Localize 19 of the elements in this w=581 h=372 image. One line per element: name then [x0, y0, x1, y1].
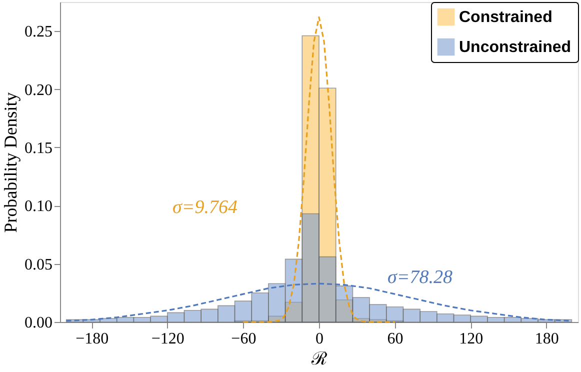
y-tick-label: 0.00 — [24, 314, 52, 332]
legend-label: Constrained — [459, 9, 552, 26]
y-tick-label: 0.10 — [24, 198, 52, 216]
legend-label: Unconstrained — [459, 39, 572, 56]
x-axis-title: ℛ — [310, 348, 328, 368]
x-tick-label: −180 — [76, 330, 109, 348]
y-tick-label: 0.15 — [24, 140, 52, 157]
annotation: σ=78.28 — [388, 267, 453, 288]
annotation: σ=9.764 — [172, 196, 238, 218]
x-tick-label: 0 — [316, 330, 324, 348]
x-tick-label: 180 — [534, 330, 559, 348]
y-tick-label: 0.25 — [24, 24, 52, 41]
x-tick-label: 60 — [387, 330, 404, 348]
y-tick-label: 0.05 — [24, 256, 52, 274]
x-tick-label: −60 — [231, 330, 256, 348]
y-axis-title: Probability Density — [0, 92, 20, 233]
x-tick-label: 120 — [459, 330, 484, 348]
x-tick-label: −120 — [151, 330, 184, 348]
y-tick-label: 0.20 — [24, 82, 52, 99]
